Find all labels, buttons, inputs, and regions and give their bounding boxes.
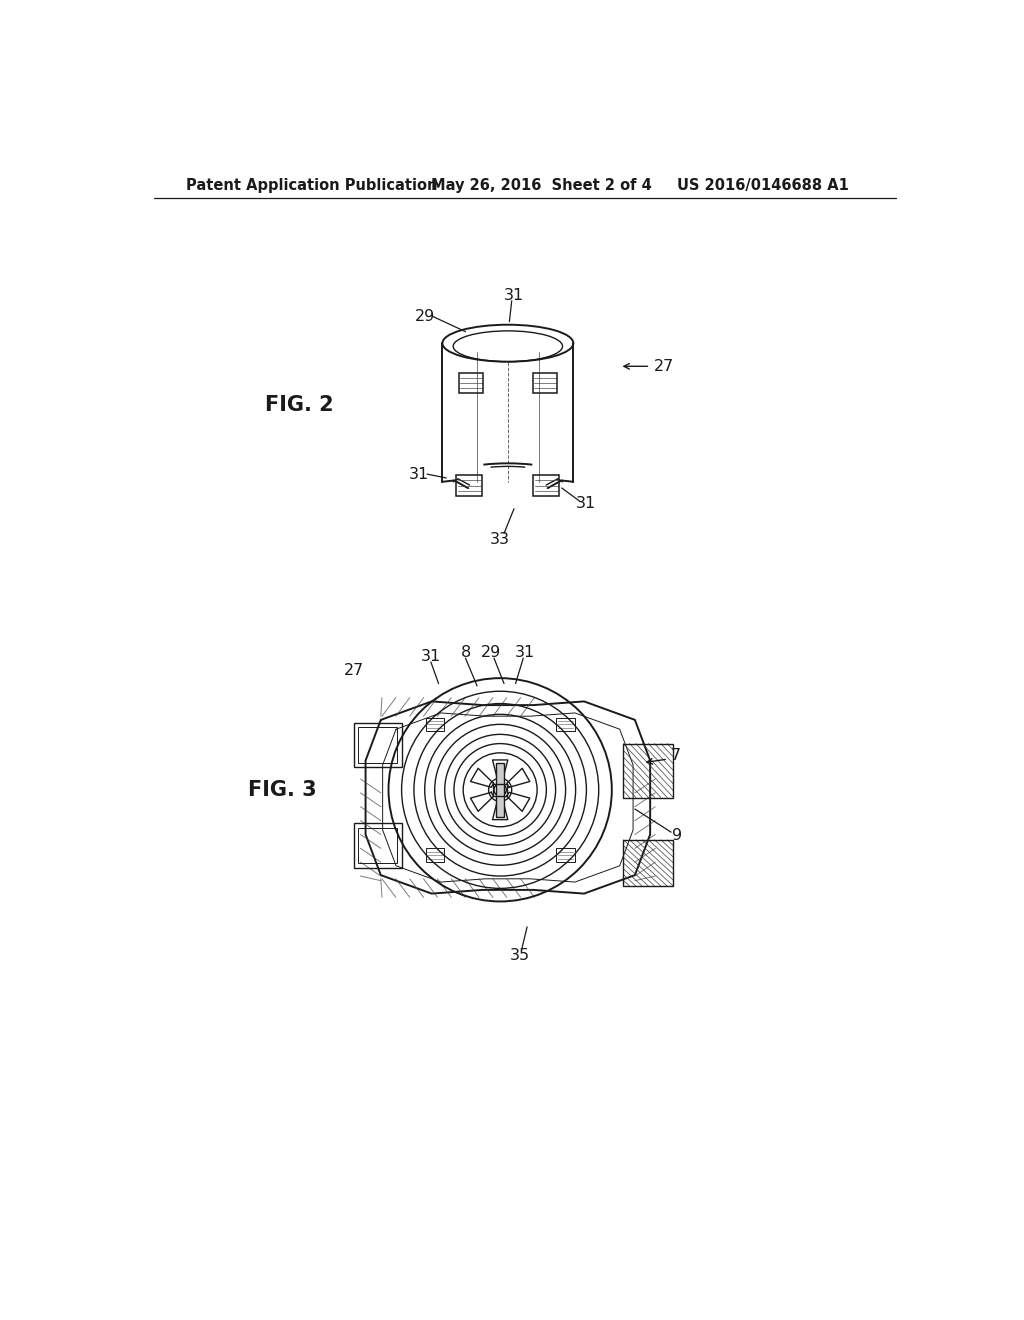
- Bar: [354, 822, 401, 867]
- Text: 33: 33: [490, 532, 510, 546]
- Text: 8: 8: [461, 645, 471, 660]
- Text: 9: 9: [672, 829, 682, 843]
- Text: 31: 31: [421, 649, 441, 664]
- Bar: [556, 718, 574, 731]
- Text: US 2016/0146688 A1: US 2016/0146688 A1: [677, 178, 849, 193]
- Bar: [624, 840, 674, 886]
- Bar: [494, 784, 507, 796]
- Text: May 26, 2016  Sheet 2 of 4: May 26, 2016 Sheet 2 of 4: [431, 178, 651, 193]
- Text: 31: 31: [515, 645, 535, 660]
- Bar: [457, 475, 482, 496]
- Text: 31: 31: [577, 496, 597, 511]
- Text: 31: 31: [504, 288, 524, 304]
- Text: FIG. 3: FIG. 3: [248, 780, 316, 800]
- Text: Patent Application Publication: Patent Application Publication: [186, 178, 437, 193]
- Bar: [532, 374, 557, 393]
- Text: 29: 29: [415, 309, 435, 323]
- Bar: [358, 727, 397, 763]
- Text: 31: 31: [410, 466, 429, 482]
- Text: 7: 7: [671, 747, 681, 763]
- Text: FIG. 2: FIG. 2: [265, 395, 334, 414]
- Bar: [426, 849, 444, 862]
- Text: 27: 27: [654, 359, 675, 374]
- Bar: [459, 374, 483, 393]
- Text: 35: 35: [509, 948, 529, 962]
- Bar: [534, 475, 559, 496]
- Bar: [624, 743, 674, 797]
- Bar: [497, 763, 504, 817]
- Bar: [426, 718, 444, 731]
- Bar: [358, 828, 397, 863]
- Bar: [354, 723, 401, 767]
- Bar: [556, 849, 574, 862]
- Text: 27: 27: [344, 663, 364, 678]
- Text: 29: 29: [481, 645, 501, 660]
